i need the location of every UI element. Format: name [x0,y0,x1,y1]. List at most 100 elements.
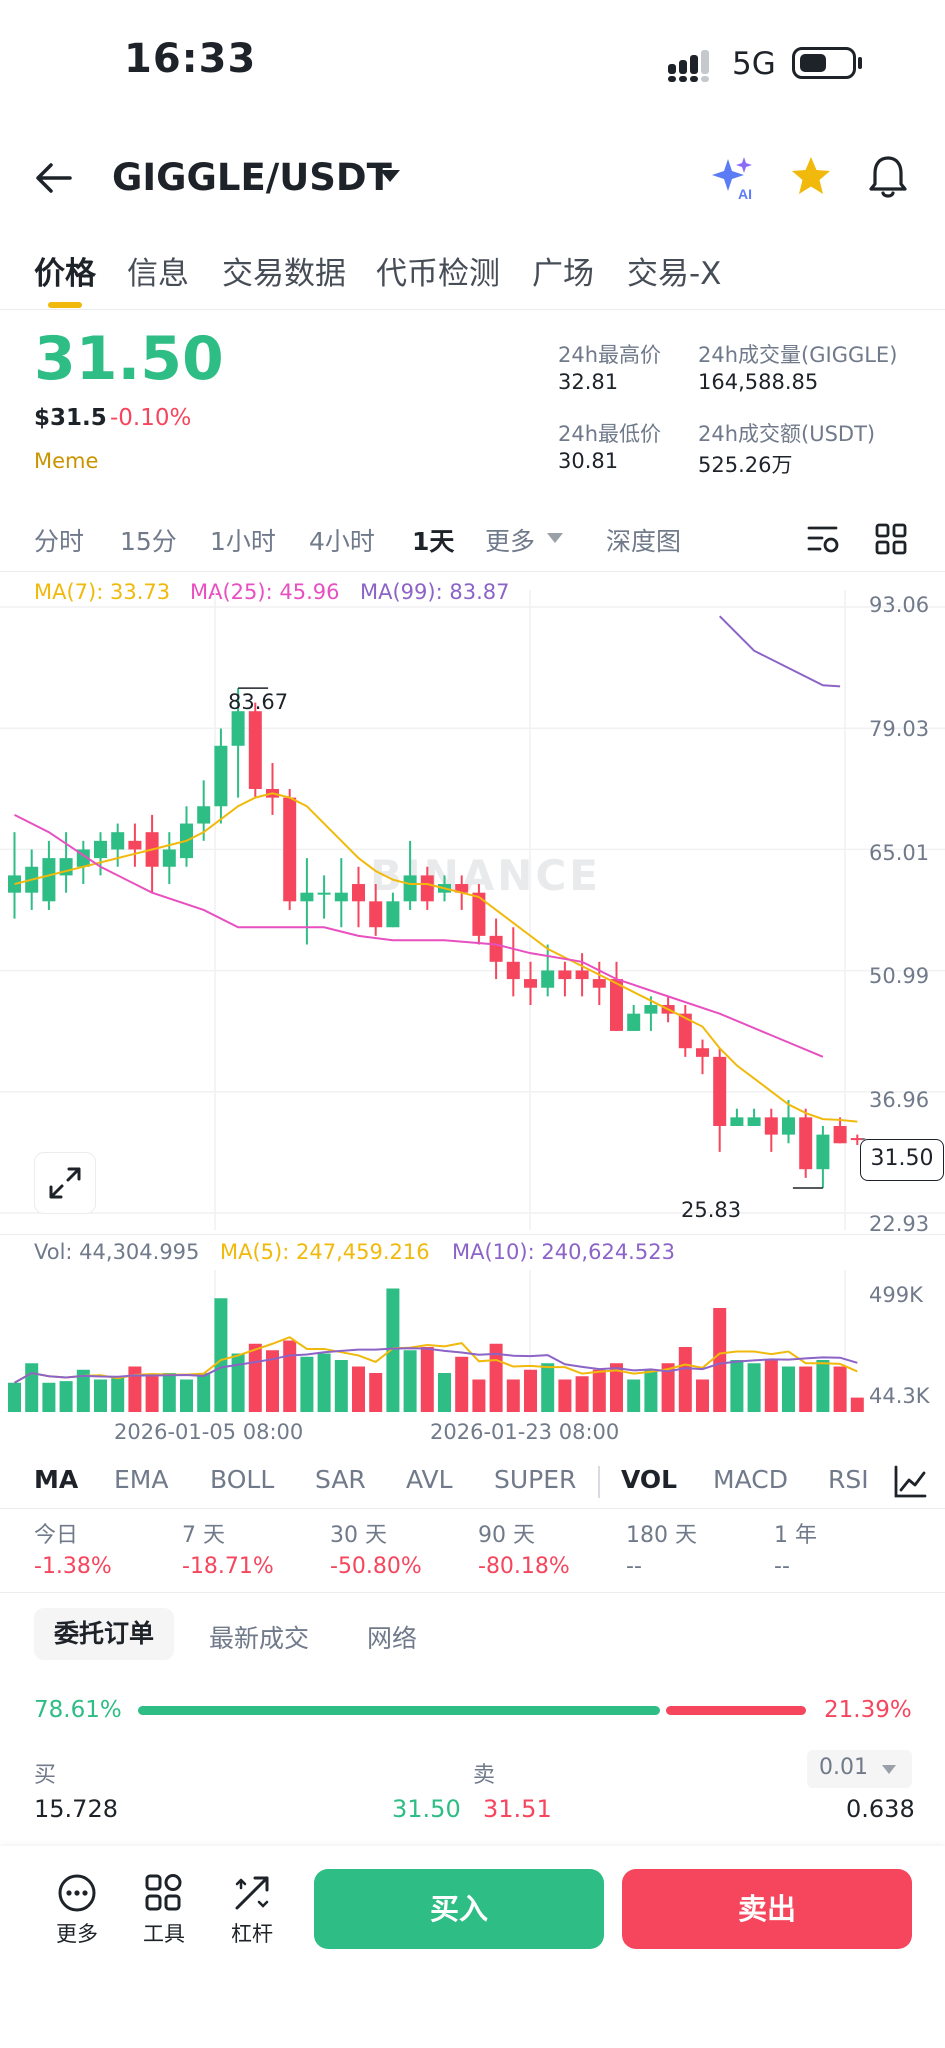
candle [231,711,245,746]
date-label: 2026-01-23 08:00 [430,1420,620,1444]
grid-layout-icon[interactable] [874,522,908,556]
indicator-super[interactable]: SUPER [494,1465,577,1494]
precision-select[interactable]: 0.01 [807,1750,912,1788]
volume-bar [300,1356,314,1412]
perf-label: 今日 [34,1523,79,1548]
tab-info[interactable]: 信息 [127,256,189,292]
candle [816,1134,830,1170]
candle [128,840,142,850]
ask-price[interactable]: 31.51 [483,1795,552,1823]
candlestick-chart[interactable]: BINANCE [0,590,945,1230]
tf-more[interactable]: 更多 [485,527,536,556]
perf-label: 1 年 [774,1523,817,1548]
ma99-legend: MA(99): 83.87 [360,580,510,604]
category-tag[interactable]: Meme [34,449,99,473]
more-icon[interactable] [56,1872,98,1914]
indicator-sar[interactable]: SAR [315,1465,366,1494]
tf-line[interactable]: 分时 [34,527,85,556]
tf-4h[interactable]: 4小时 [309,527,375,556]
volume-label: 24h成交量(GIGGLE) [698,343,898,367]
candle [197,806,211,824]
expand-icon [49,1167,81,1199]
volume-bar [610,1363,623,1412]
status-time: 16:33 [124,36,257,82]
price-axis-tick: 79.03 [869,717,930,741]
candle [386,901,400,928]
price-axis-tick: 50.99 [869,964,930,988]
ai-sparkle-icon[interactable]: AI [710,155,758,203]
volume-bar [661,1363,675,1412]
more-label[interactable]: 更多 [56,1922,98,1946]
tf-1d[interactable]: 1天 [412,527,455,556]
candle [42,858,56,902]
tab-trading-data[interactable]: 交易数据 [222,256,346,292]
bid-price[interactable]: 31.50 [392,1795,461,1823]
indicator-settings-button[interactable] [872,1452,945,1512]
indicator-boll[interactable]: BOLL [210,1465,275,1494]
candle [627,1013,641,1031]
active-tab-indicator [48,302,82,308]
tf-1h[interactable]: 1小时 [210,527,276,556]
pair-title[interactable]: GIGGLE/USDT [112,156,392,199]
tab-square[interactable]: 广场 [532,256,594,292]
star-favorite-icon[interactable] [789,155,833,197]
bid-quantity[interactable]: 15.728 [34,1795,118,1823]
indicator-ema[interactable]: EMA [114,1465,169,1494]
tab-trades[interactable]: 最新成交 [209,1624,310,1653]
tab-price[interactable]: 价格 [34,256,96,292]
candle [696,1048,709,1057]
volume-bar [713,1308,727,1412]
volume-bar [799,1366,813,1412]
perf-label: 30 天 [330,1523,387,1548]
leverage-icon[interactable] [231,1872,273,1914]
tab-network[interactable]: 网络 [367,1624,418,1653]
tools-label[interactable]: 工具 [143,1922,185,1946]
bell-icon[interactable] [868,154,908,200]
volume-bar [730,1360,744,1412]
volume-bar [214,1298,228,1412]
ask-quantity[interactable]: 0.638 [846,1795,915,1823]
expand-chart-button[interactable] [34,1152,96,1214]
candle [678,1013,692,1049]
volume-bar [352,1366,365,1412]
buy-sell-ratio-bar [138,1706,806,1715]
tools-icon[interactable] [143,1872,185,1914]
price-change: -0.10% [110,405,192,431]
indicator-ma[interactable]: MA [34,1465,79,1494]
volume-bar [764,1360,778,1412]
tab-orders[interactable]: 委托订单 [34,1608,174,1660]
volume-bar [782,1366,795,1412]
volume-bar [747,1363,761,1412]
candle [214,745,228,807]
volume-bar [833,1366,847,1412]
svg-text:AI: AI [738,186,752,202]
perf-value: -- [774,1554,790,1579]
volume-bar [506,1379,520,1412]
ma99-line [718,615,841,688]
tab-trade-x[interactable]: 交易-X [627,256,722,292]
tf-depth[interactable]: 深度图 [606,527,682,556]
perf-label: 7 天 [182,1523,225,1548]
sell-button[interactable]: 卖出 [622,1869,912,1949]
price-axis-tick: 36.96 [869,1088,930,1112]
volume-bar [592,1369,606,1412]
back-arrow-icon[interactable] [34,160,74,196]
volume-bar [696,1379,709,1412]
vol-ma10-line [14,1347,858,1384]
indicator-avl[interactable]: AVL [406,1465,453,1494]
leverage-label[interactable]: 杠杆 [231,1922,273,1946]
chevron-down-icon[interactable] [379,168,401,184]
indicator-rsi[interactable]: RSI [828,1465,869,1494]
candle [730,1117,744,1126]
volume-bar [111,1377,125,1412]
candle [833,1125,847,1144]
tf-15m[interactable]: 15分 [120,527,177,556]
buy-button[interactable]: 买入 [314,1869,604,1949]
vol-ma10-legend: MA(10): 240,624.523 [452,1240,675,1264]
chart-settings-icon[interactable] [806,522,840,556]
indicator-macd[interactable]: MACD [713,1465,788,1494]
candle [162,849,176,867]
indicator-chart-icon [894,1465,927,1498]
indicator-vol[interactable]: VOL [621,1465,678,1494]
tab-token-check[interactable]: 代币检测 [376,256,500,292]
